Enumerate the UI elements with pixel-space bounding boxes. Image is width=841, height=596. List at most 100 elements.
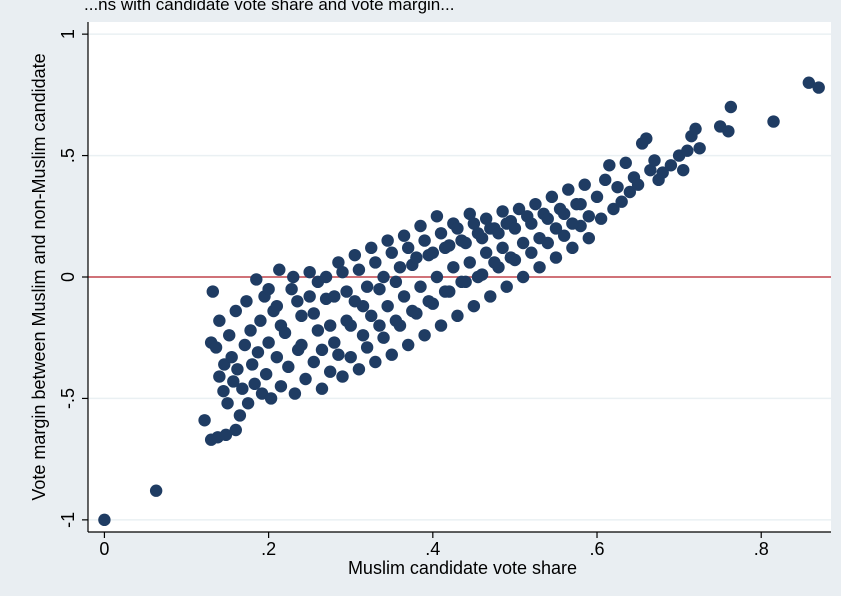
data-point [250, 273, 263, 286]
data-point [599, 173, 612, 187]
data-point [549, 251, 563, 264]
data-point [500, 280, 513, 293]
data-point [463, 207, 476, 221]
data-point [311, 324, 325, 337]
data-point [225, 350, 238, 364]
gridlines [88, 33, 831, 521]
data-point [389, 314, 403, 327]
data-point [557, 207, 571, 221]
data-point [467, 217, 481, 230]
data-point [217, 384, 230, 398]
data-point [615, 195, 628, 208]
data-point [492, 227, 505, 240]
data-point [307, 307, 320, 320]
data-point [221, 397, 234, 410]
data-point [340, 285, 353, 298]
data-point [418, 329, 431, 342]
data-point [434, 227, 448, 240]
data-point [236, 382, 249, 395]
data-point [240, 295, 253, 308]
data-point [590, 190, 604, 204]
data-point [677, 163, 690, 177]
data-point [315, 343, 329, 357]
data-point [504, 251, 518, 264]
y-tick-label: -1 [58, 512, 78, 528]
data-point [648, 154, 661, 167]
data-point [623, 185, 637, 199]
x-tick-label: .6 [590, 539, 605, 559]
data-point [282, 360, 295, 374]
data-point [644, 163, 657, 177]
data-point [533, 261, 546, 274]
data-point [377, 270, 390, 284]
data-point [525, 217, 538, 230]
data-point [219, 428, 233, 442]
data-point [401, 241, 415, 255]
data-point [254, 314, 267, 327]
data-point [248, 377, 261, 391]
data-point [414, 280, 427, 293]
y-tick-label: 0 [58, 272, 78, 282]
data-point [336, 370, 349, 383]
data-point [533, 231, 546, 245]
data-point [722, 125, 735, 138]
data-point [455, 275, 468, 289]
y-tick-label: .5 [58, 148, 78, 163]
data-point [348, 295, 362, 308]
data-point [344, 350, 357, 364]
data-point [545, 190, 559, 204]
data-point [377, 331, 390, 344]
data-point [352, 363, 366, 376]
data-point [323, 365, 337, 378]
data-point [656, 166, 669, 179]
data-point [251, 346, 265, 359]
data-point [459, 236, 472, 250]
data-point [508, 222, 522, 235]
data-point [223, 329, 236, 342]
data-point [227, 375, 240, 388]
data-point [430, 270, 444, 284]
data-point [328, 336, 341, 349]
data-point [410, 251, 423, 264]
data-point [582, 231, 596, 245]
data-point [149, 484, 163, 497]
data-point [664, 159, 678, 172]
data-point [373, 282, 386, 296]
data-point [295, 309, 308, 323]
data-point [369, 256, 382, 269]
data-point [484, 290, 497, 303]
data-point [213, 314, 226, 327]
data-point [516, 236, 530, 250]
data-point [245, 358, 259, 371]
data-point [603, 159, 616, 172]
data-point [198, 414, 211, 427]
data-point [270, 299, 284, 313]
data-point [802, 76, 816, 89]
data-point [264, 392, 278, 405]
data-point [229, 423, 242, 437]
data-point [348, 248, 362, 262]
data-point [631, 178, 645, 191]
data-point [451, 222, 464, 235]
data-point [475, 231, 489, 245]
data-point [259, 367, 273, 381]
data-point [418, 234, 431, 247]
data-point [812, 81, 825, 94]
data-point [241, 397, 255, 410]
data-point [369, 355, 382, 369]
data-point [541, 212, 554, 225]
data-point [566, 241, 579, 255]
data-point [332, 256, 345, 269]
data-point [315, 382, 329, 395]
data-point [360, 280, 374, 293]
data-point [640, 132, 653, 145]
data-point [332, 348, 345, 361]
y-tick-label: 1 [58, 29, 78, 39]
data-point [365, 309, 378, 323]
x-tick-label: .8 [754, 539, 769, 559]
data-point [231, 363, 244, 376]
data-point [274, 319, 288, 332]
data-point [578, 178, 591, 191]
data-point [213, 370, 226, 383]
data-point [238, 338, 252, 352]
